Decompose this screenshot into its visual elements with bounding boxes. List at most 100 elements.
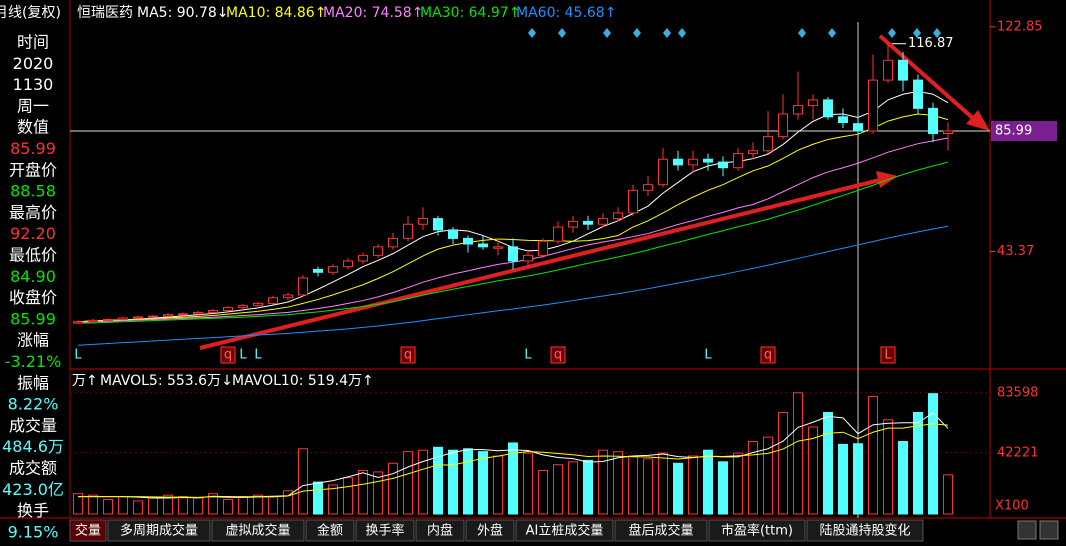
info-item: 数值 xyxy=(17,118,49,137)
candle-body xyxy=(583,220,593,225)
tab[interactable] xyxy=(806,519,924,542)
candle-body xyxy=(748,150,758,155)
candle-body xyxy=(913,79,923,109)
tab[interactable] xyxy=(355,519,415,542)
tab[interactable] xyxy=(305,519,355,542)
event-label: q xyxy=(404,348,412,363)
volume-bar xyxy=(478,451,488,515)
event-label: q xyxy=(764,348,772,363)
y-tick-label: 83598 xyxy=(997,385,1038,400)
tab-label[interactable]: 虚拟成交量 xyxy=(225,523,290,539)
candle-body xyxy=(448,229,458,239)
candle-body xyxy=(553,226,563,242)
tab-label[interactable]: 换手率 xyxy=(365,523,404,539)
volume-bar xyxy=(313,481,323,515)
info-item: 85.99 xyxy=(10,309,56,328)
volume-bar xyxy=(613,451,623,515)
info-item: 最高价 xyxy=(9,203,57,222)
mavol-legend: MAVOL5: 553.6万↓ xyxy=(100,373,233,389)
tab-label[interactable]: 市盈率(ttm) xyxy=(721,523,793,539)
candle-body xyxy=(823,99,833,118)
volume-bar xyxy=(223,499,233,515)
tab-label[interactable]: 外盘 xyxy=(477,523,503,539)
event-box xyxy=(220,346,236,364)
info-item: 8.22% xyxy=(8,395,59,414)
candle-body xyxy=(688,158,698,166)
tab[interactable] xyxy=(107,519,211,542)
volume-bar xyxy=(568,461,578,515)
tab[interactable] xyxy=(211,519,305,542)
tab-label[interactable]: 内盘 xyxy=(427,523,453,539)
signal-diamond xyxy=(633,28,641,38)
tab-label[interactable]: 多周期成交量 xyxy=(120,523,198,539)
info-item: 成交量 xyxy=(9,416,57,435)
scroll-left[interactable] xyxy=(1017,520,1037,540)
candle-body xyxy=(598,218,608,225)
candle-body xyxy=(898,59,908,81)
info-item: 振幅 xyxy=(17,373,49,392)
candle-body xyxy=(343,260,353,268)
tab-label[interactable]: 交量 xyxy=(75,523,101,539)
signal-diamond xyxy=(888,28,896,38)
mavol-line xyxy=(78,423,949,498)
candle-body xyxy=(883,59,893,81)
y-tick-label: 122.85 xyxy=(997,19,1043,34)
volume-bar xyxy=(898,441,908,515)
volume-bar xyxy=(928,393,938,515)
tab[interactable] xyxy=(515,519,614,542)
volume-bar xyxy=(283,490,293,515)
candle-body xyxy=(853,123,863,132)
candle-body xyxy=(403,223,413,239)
tab[interactable] xyxy=(465,519,515,542)
candle-body xyxy=(508,246,518,262)
tab[interactable] xyxy=(614,519,708,542)
candle-body xyxy=(658,158,668,186)
info-item: 成交额 xyxy=(9,459,57,478)
volume-bar xyxy=(508,442,518,515)
candle-body xyxy=(268,297,278,304)
signal-diamond xyxy=(933,28,941,38)
trend-arrow xyxy=(878,34,977,122)
candle-body xyxy=(193,311,203,315)
event-label: L xyxy=(239,348,247,363)
volume-bar xyxy=(703,449,713,515)
volume-bar xyxy=(823,412,833,515)
candle-body xyxy=(253,302,263,307)
candle-body xyxy=(313,268,323,273)
candle-body xyxy=(733,153,743,169)
volume-bar xyxy=(538,470,548,515)
volume-bar xyxy=(268,496,278,515)
volume-bar xyxy=(463,448,473,515)
tab[interactable] xyxy=(415,519,465,542)
volume-bar xyxy=(658,452,668,515)
candle-body xyxy=(88,319,98,323)
ma-line xyxy=(77,225,949,346)
volume-bar xyxy=(103,499,113,515)
info-item: 开盘价 xyxy=(9,160,57,179)
candle-body xyxy=(838,116,848,123)
candle-body xyxy=(538,240,548,256)
event-label: L xyxy=(254,348,262,363)
volume-bar xyxy=(163,494,173,515)
volume-bar xyxy=(178,496,188,515)
signal-diamond xyxy=(603,28,611,38)
scroll-right[interactable] xyxy=(1039,520,1059,540)
candle-body xyxy=(223,307,233,311)
y-unit: X100 xyxy=(995,499,1029,514)
tab-label[interactable]: 金额 xyxy=(317,523,343,539)
candle-body xyxy=(523,254,533,262)
tab[interactable] xyxy=(69,519,107,542)
signal-diamond xyxy=(678,28,686,38)
volume-bar xyxy=(643,458,653,515)
tab-label[interactable]: 盘后成交量 xyxy=(628,523,693,539)
tab-label[interactable]: AI立桩成交量 xyxy=(526,523,604,539)
candle-body xyxy=(643,184,653,191)
info-item: 周一 xyxy=(17,96,49,115)
tab[interactable] xyxy=(708,519,806,542)
candle-body xyxy=(298,277,308,296)
candle-body xyxy=(418,218,428,225)
candle-body xyxy=(478,243,488,248)
y-tick-label: 42221 xyxy=(997,445,1038,460)
tab-label[interactable]: 陆股通持股变化 xyxy=(819,523,910,539)
candle-body xyxy=(613,212,623,220)
